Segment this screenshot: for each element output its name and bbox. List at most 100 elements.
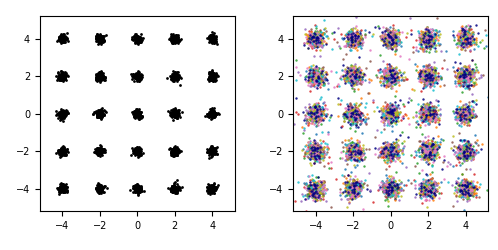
Point [422, 84, 430, 88]
Point [311, 186, 319, 190]
Point [424, 110, 432, 114]
Point [469, 71, 477, 75]
Point [349, 185, 357, 189]
Point [210, 150, 218, 154]
Point [428, 156, 436, 160]
Point [384, 191, 392, 195]
Point [388, 106, 396, 110]
Point [351, 121, 359, 125]
Point [131, 76, 139, 80]
Point [453, 68, 461, 72]
Point [387, 34, 395, 38]
Point [97, 154, 105, 158]
Point [388, 74, 396, 78]
Point [425, 70, 433, 74]
Point [388, 31, 396, 35]
Point [381, 40, 389, 44]
Point [390, 190, 398, 194]
Point [316, 198, 324, 202]
Point [459, 116, 467, 120]
Point [133, 150, 141, 154]
Point [310, 144, 318, 148]
Point [312, 188, 320, 192]
Point [304, 174, 312, 178]
Point [391, 116, 399, 120]
Point [381, 74, 389, 78]
Point [55, 190, 63, 194]
Point [207, 78, 215, 82]
Point [350, 141, 358, 145]
Point [393, 114, 401, 118]
Point [461, 45, 469, 49]
Point [416, 146, 424, 150]
Point [358, 79, 366, 83]
Point [345, 179, 353, 183]
Point [354, 79, 362, 83]
Point [462, 80, 470, 84]
Point [209, 78, 217, 82]
Point [318, 194, 326, 198]
Point [342, 106, 350, 110]
Point [313, 116, 321, 119]
Point [457, 148, 465, 152]
Point [426, 112, 434, 116]
Point [419, 147, 427, 151]
Point [457, 79, 465, 83]
Point [425, 144, 433, 148]
Point [346, 151, 354, 155]
Point [419, 33, 427, 37]
Point [349, 179, 357, 183]
Point [356, 70, 364, 74]
Point [134, 192, 142, 196]
Point [208, 113, 216, 117]
Point [425, 179, 433, 183]
Point [172, 35, 180, 39]
Point [461, 188, 469, 192]
Point [347, 150, 355, 154]
Point [167, 114, 175, 118]
Point [207, 112, 215, 116]
Point [464, 71, 472, 75]
Point [382, 36, 390, 40]
Point [346, 192, 354, 196]
Point [466, 49, 474, 53]
Point [454, 72, 462, 76]
Point [355, 116, 363, 120]
Point [462, 110, 470, 114]
Point [311, 105, 319, 109]
Point [382, 168, 390, 172]
Point [388, 38, 396, 42]
Point [212, 187, 220, 191]
Point [303, 37, 311, 41]
Point [390, 186, 398, 190]
Point [466, 41, 474, 45]
Point [311, 109, 319, 113]
Point [210, 187, 218, 191]
Point [99, 37, 107, 41]
Point [94, 74, 102, 78]
Point [134, 69, 142, 73]
Point [422, 44, 430, 48]
Point [428, 141, 436, 145]
Point [421, 110, 429, 114]
Point [392, 190, 400, 194]
Point [384, 184, 392, 188]
Point [422, 73, 430, 77]
Point [134, 76, 142, 80]
Point [212, 40, 220, 44]
Point [351, 147, 359, 151]
Point [426, 179, 434, 183]
Point [320, 84, 328, 87]
Point [388, 156, 396, 160]
Point [428, 36, 436, 40]
Point [393, 182, 401, 186]
Point [466, 76, 474, 80]
Point [313, 119, 321, 123]
Point [309, 154, 317, 158]
Point [458, 114, 466, 118]
Point [465, 150, 473, 154]
Point [309, 34, 317, 38]
Point [171, 188, 179, 192]
Point [465, 113, 473, 117]
Point [465, 63, 473, 67]
